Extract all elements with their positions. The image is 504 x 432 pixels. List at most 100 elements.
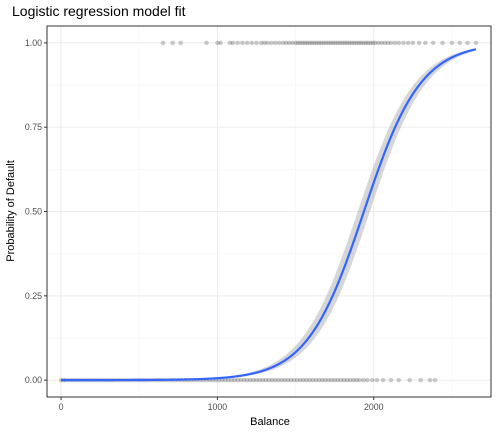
data-point-yes <box>465 40 470 46</box>
data-point-yes <box>244 40 250 46</box>
data-point-yes <box>269 40 274 46</box>
data-point-no <box>365 377 370 383</box>
data-point-yes <box>215 40 220 46</box>
data-point-no <box>291 377 297 383</box>
data-point-no <box>351 377 356 383</box>
data-point-yes <box>370 40 376 46</box>
data-point-no <box>369 377 375 383</box>
data-point-yes <box>326 40 331 46</box>
data-point-yes <box>297 40 303 46</box>
data-point-no <box>341 377 347 383</box>
fit-curve <box>61 48 477 382</box>
data-point-no <box>329 377 334 383</box>
data-point-no <box>266 377 272 383</box>
data-point-no <box>294 377 300 383</box>
data-point-yes <box>316 40 322 46</box>
data-point-yes <box>249 40 255 46</box>
points-default-no <box>58 377 438 383</box>
x-tick-label: 1000 <box>208 402 228 412</box>
data-point-yes <box>337 40 343 46</box>
y-axis-title: Probability of Default <box>5 160 17 262</box>
data-point-no <box>301 377 306 383</box>
data-point-yes <box>382 40 387 46</box>
data-point-yes <box>314 40 319 46</box>
points-default-yes <box>160 40 479 46</box>
data-point-yes <box>473 40 479 46</box>
data-point-yes <box>240 40 245 46</box>
data-point-yes <box>312 40 317 46</box>
data-point-yes <box>330 40 336 46</box>
data-point-no <box>396 377 402 383</box>
y-tick-label: 0.50 <box>25 207 42 217</box>
data-point-yes <box>300 40 305 46</box>
data-point-no <box>307 377 312 383</box>
data-point-no <box>407 377 413 383</box>
data-point-no <box>238 377 244 383</box>
data-point-yes <box>227 40 233 46</box>
data-point-yes <box>373 40 378 46</box>
data-point-no <box>276 377 281 383</box>
data-point-yes <box>283 40 289 46</box>
data-point-yes <box>365 40 371 46</box>
data-point-yes <box>423 40 428 46</box>
data-point-yes <box>354 40 359 46</box>
data-point-yes <box>230 40 236 46</box>
data-point-yes <box>440 40 445 46</box>
data-point-no <box>344 377 350 383</box>
data-point-yes <box>392 40 398 46</box>
data-point-yes <box>416 40 422 46</box>
y-tick-label: 0.00 <box>25 375 42 385</box>
data-point-no <box>285 377 291 383</box>
data-point-yes <box>351 40 357 46</box>
data-point-no <box>338 377 344 383</box>
data-point-yes <box>178 40 183 46</box>
data-point-yes <box>457 40 463 46</box>
data-point-yes <box>376 40 381 46</box>
data-point-yes <box>363 40 369 46</box>
data-point-no <box>418 377 423 383</box>
data-point-yes <box>170 40 175 46</box>
data-point-no <box>332 377 337 383</box>
x-axis-title: Balance <box>250 416 290 428</box>
data-point-yes <box>344 40 350 46</box>
data-point-yes <box>368 40 373 46</box>
data-point-no <box>241 377 247 383</box>
data-point-yes <box>218 40 223 46</box>
data-point-no <box>257 377 262 383</box>
data-point-yes <box>323 40 329 46</box>
data-point-no <box>427 377 433 383</box>
data-point-yes <box>361 40 366 46</box>
data-point-no <box>226 377 231 383</box>
data-point-yes <box>287 40 292 46</box>
x-axis: 0 1000 2000 <box>59 397 384 412</box>
data-point-yes <box>333 40 338 46</box>
data-point-yes <box>401 40 406 46</box>
data-point-yes <box>328 40 334 46</box>
data-point-yes <box>293 40 298 46</box>
data-point-no <box>269 377 275 383</box>
data-point-no <box>313 377 319 383</box>
data-point-yes <box>204 40 209 46</box>
data-point-no <box>222 377 228 383</box>
data-point-no <box>235 377 241 383</box>
data-point-yes <box>262 40 267 46</box>
data-point-yes <box>410 40 416 46</box>
data-point-yes <box>335 40 341 46</box>
data-point-no <box>374 377 380 383</box>
y-tick-label: 1.00 <box>25 38 42 48</box>
data-point-no <box>232 377 237 383</box>
data-point-yes <box>305 40 310 46</box>
data-point-no <box>229 377 234 383</box>
confidence-band-area <box>61 48 476 381</box>
data-point-yes <box>160 40 166 46</box>
data-point-yes <box>396 40 402 46</box>
data-point-no <box>251 377 256 383</box>
data-point-yes <box>342 40 348 46</box>
x-tick-label: 2000 <box>364 402 384 412</box>
data-point-yes <box>385 40 391 46</box>
fit-line <box>61 48 477 382</box>
data-point-no <box>347 377 353 383</box>
data-point-yes <box>321 40 327 46</box>
data-point-no <box>288 377 294 383</box>
